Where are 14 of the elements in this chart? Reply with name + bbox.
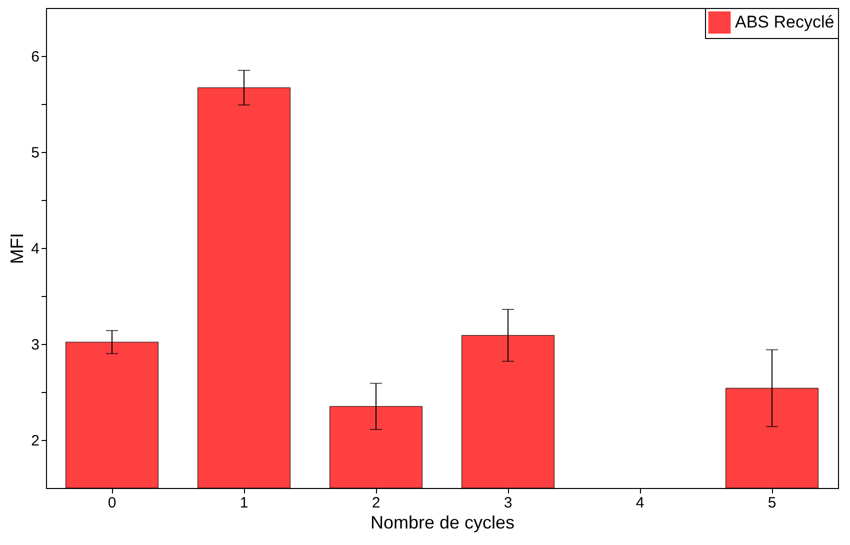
x-tick-label: 1 (240, 494, 248, 512)
y-tick-label: 6 (31, 48, 40, 66)
x-tick-label: 0 (108, 494, 116, 512)
y-tick-label: 2 (31, 432, 40, 450)
x-tick-label: 2 (372, 494, 380, 512)
y-tick-label: 3 (31, 336, 40, 354)
x-tick-label: 5 (768, 494, 776, 512)
y-tick-label: 5 (31, 144, 40, 162)
legend-label: ABS Recyclé (735, 12, 834, 32)
y-axis-title: MFI (7, 233, 28, 264)
x-axis-title: Nombre de cycles (370, 512, 515, 532)
y-tick-label: 4 (31, 240, 40, 258)
x-tick-label: 3 (504, 494, 512, 512)
x-tick-label: 4 (636, 494, 644, 512)
